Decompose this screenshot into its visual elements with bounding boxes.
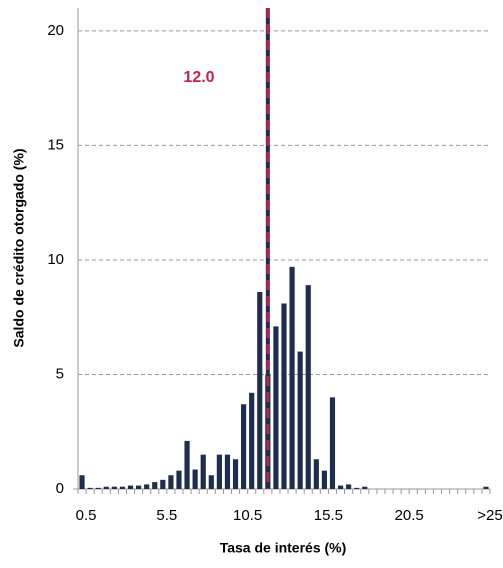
bar (127, 485, 134, 489)
bar (119, 486, 126, 489)
bar (354, 487, 360, 489)
bar (289, 266, 295, 489)
bar (79, 475, 85, 489)
bar (103, 486, 109, 489)
bar (208, 475, 214, 489)
bar (329, 397, 336, 489)
bar (313, 459, 319, 489)
bar (224, 454, 231, 489)
bar (87, 487, 93, 489)
x-tick-label: 20.5 (395, 507, 424, 524)
y-tick-label: 15 (47, 136, 64, 153)
bar (297, 351, 303, 489)
bar (305, 285, 311, 489)
x-axis-label: Tasa de interés (%) (220, 540, 347, 556)
bar (346, 484, 352, 489)
bar (95, 487, 101, 489)
bar (483, 486, 489, 489)
bar (111, 486, 117, 489)
bar (241, 404, 247, 489)
y-tick-label: 10 (47, 251, 64, 268)
bar (216, 454, 222, 489)
bar (362, 486, 368, 489)
x-tick-label: 10.5 (233, 507, 262, 524)
x-tick-label: 5.5 (156, 507, 177, 524)
y-tick-label: 0 (56, 480, 64, 497)
bar (257, 292, 263, 489)
bar (184, 440, 190, 489)
bar (168, 475, 174, 489)
bar (200, 454, 206, 489)
bar (144, 484, 150, 489)
bar (192, 469, 198, 489)
y-axis-label: Saldo de crédito otorgado (%) (11, 148, 27, 347)
bar (232, 459, 239, 489)
x-tick-label: 15.5 (314, 507, 343, 524)
y-tick-label: 20 (47, 22, 64, 39)
x-tick-label: 0.5 (76, 507, 97, 524)
bar (249, 392, 255, 489)
bar (273, 326, 279, 489)
bar (160, 479, 166, 489)
bar (176, 470, 182, 489)
bar (337, 485, 344, 489)
reference-label: 12.0 (183, 69, 214, 86)
bar (136, 485, 142, 489)
y-tick-label: 5 (56, 365, 64, 382)
bar (281, 303, 287, 489)
x-tick-label: >25 (477, 507, 502, 524)
bar (152, 482, 158, 489)
bar (321, 470, 327, 489)
